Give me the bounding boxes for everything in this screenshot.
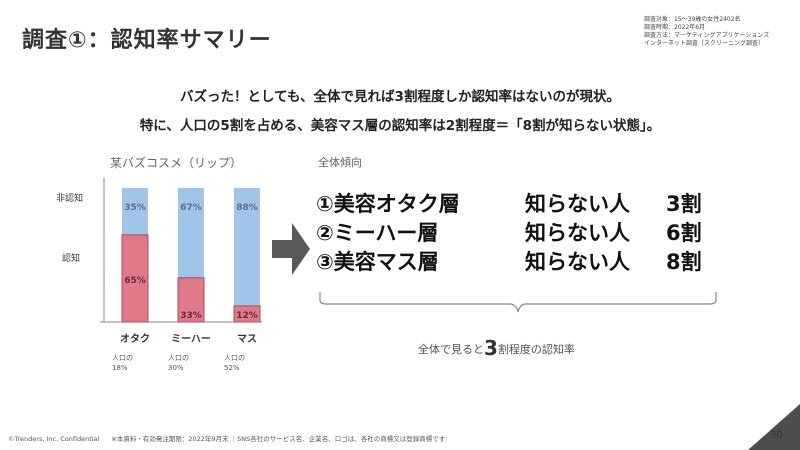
headline-line-2: 特に、人口の5割を占める、美容マス層の認知率は2割程度＝「8割が知らない状態」。 [139, 118, 661, 134]
category-note: 人口の [168, 354, 189, 362]
category-note: 人口の [112, 354, 133, 362]
trend-label: 知らない人 [525, 192, 630, 216]
category-note: 18% [112, 364, 128, 372]
survey-meta-line: 調査対象：15〜39歳の女性2402名 [644, 16, 741, 23]
survey-meta: 調査対象：15〜39歳の女性2402名 調査時期：2022年6月 調査方法：マー… [644, 16, 769, 48]
bar-unaware [178, 188, 204, 278]
survey-meta-line: 調査方法：マーケティングアプリケーションズ [644, 32, 770, 39]
category-label: ミーハー [171, 333, 211, 345]
survey-meta-line: 調査時期：2022年6月 [644, 24, 706, 31]
trend-value: 3割 [666, 192, 702, 216]
summary-prefix: 全体で見ると [418, 343, 484, 356]
footer: ©Trenders, Inc. Confidential ※本資料・有効発注期限… [8, 433, 455, 443]
trend-value: 8割 [666, 250, 702, 274]
trend-segment: ①美容オタク層 [316, 192, 460, 216]
data-label-aware: 33% [180, 311, 202, 321]
category-label: オタク [120, 333, 150, 345]
survey-meta-line: インターネット調査（スクリーニング調査） [644, 40, 765, 47]
legend-unaware: 非認知 [56, 192, 83, 204]
summary-suffix: 割程度の認知率 [497, 343, 575, 356]
category-note: 52% [224, 364, 240, 372]
trend-label: 知らない人 [525, 250, 630, 274]
copyright: ©Trenders, Inc. Confidential [8, 435, 100, 443]
data-label-aware: 12% [236, 311, 258, 321]
data-label-unaware: 35% [124, 203, 146, 213]
legend-aware: 認知 [62, 252, 80, 264]
right-arrow-icon [272, 223, 310, 275]
category-note: 30% [168, 364, 184, 372]
page-title: 調査①：認知率サマリー [22, 28, 272, 53]
trend-value: 6割 [666, 221, 702, 245]
bar-aware [177, 277, 205, 323]
trend-label: 知らない人 [525, 221, 630, 245]
right-panel-title: 全体傾向 [318, 156, 362, 169]
trend-segment: ②ミーハー層 [316, 221, 439, 245]
bar-aware [233, 305, 261, 323]
bar-unaware [234, 188, 260, 306]
data-label-unaware: 67% [180, 203, 202, 213]
corner-triangle [748, 404, 800, 450]
page-number: 30 [770, 430, 783, 441]
footer-note: ※本資料・有効発注期限：2022年9月末 ｜SNS各社のサービス名、企業名、ロゴ… [111, 435, 446, 443]
bar-unaware [122, 188, 148, 235]
category-note: 人口の [224, 354, 245, 362]
data-label-aware: 65% [124, 276, 146, 286]
summary-text: 全体で見ると3割程度の認知率 [418, 336, 575, 360]
corner-shape [748, 404, 800, 450]
headline-line-1: バズった！としても、全体で見れば3割程度しか認知率はないのが現状。 [180, 89, 620, 105]
category-label: マス [237, 333, 257, 345]
trend-segment: ③美容マス層 [316, 250, 439, 274]
chart-title: 某バズコスメ（リップ） [110, 156, 243, 170]
bar-aware [121, 234, 149, 323]
summary-big-number: 3 [484, 336, 498, 360]
data-label-unaware: 88% [236, 203, 258, 213]
